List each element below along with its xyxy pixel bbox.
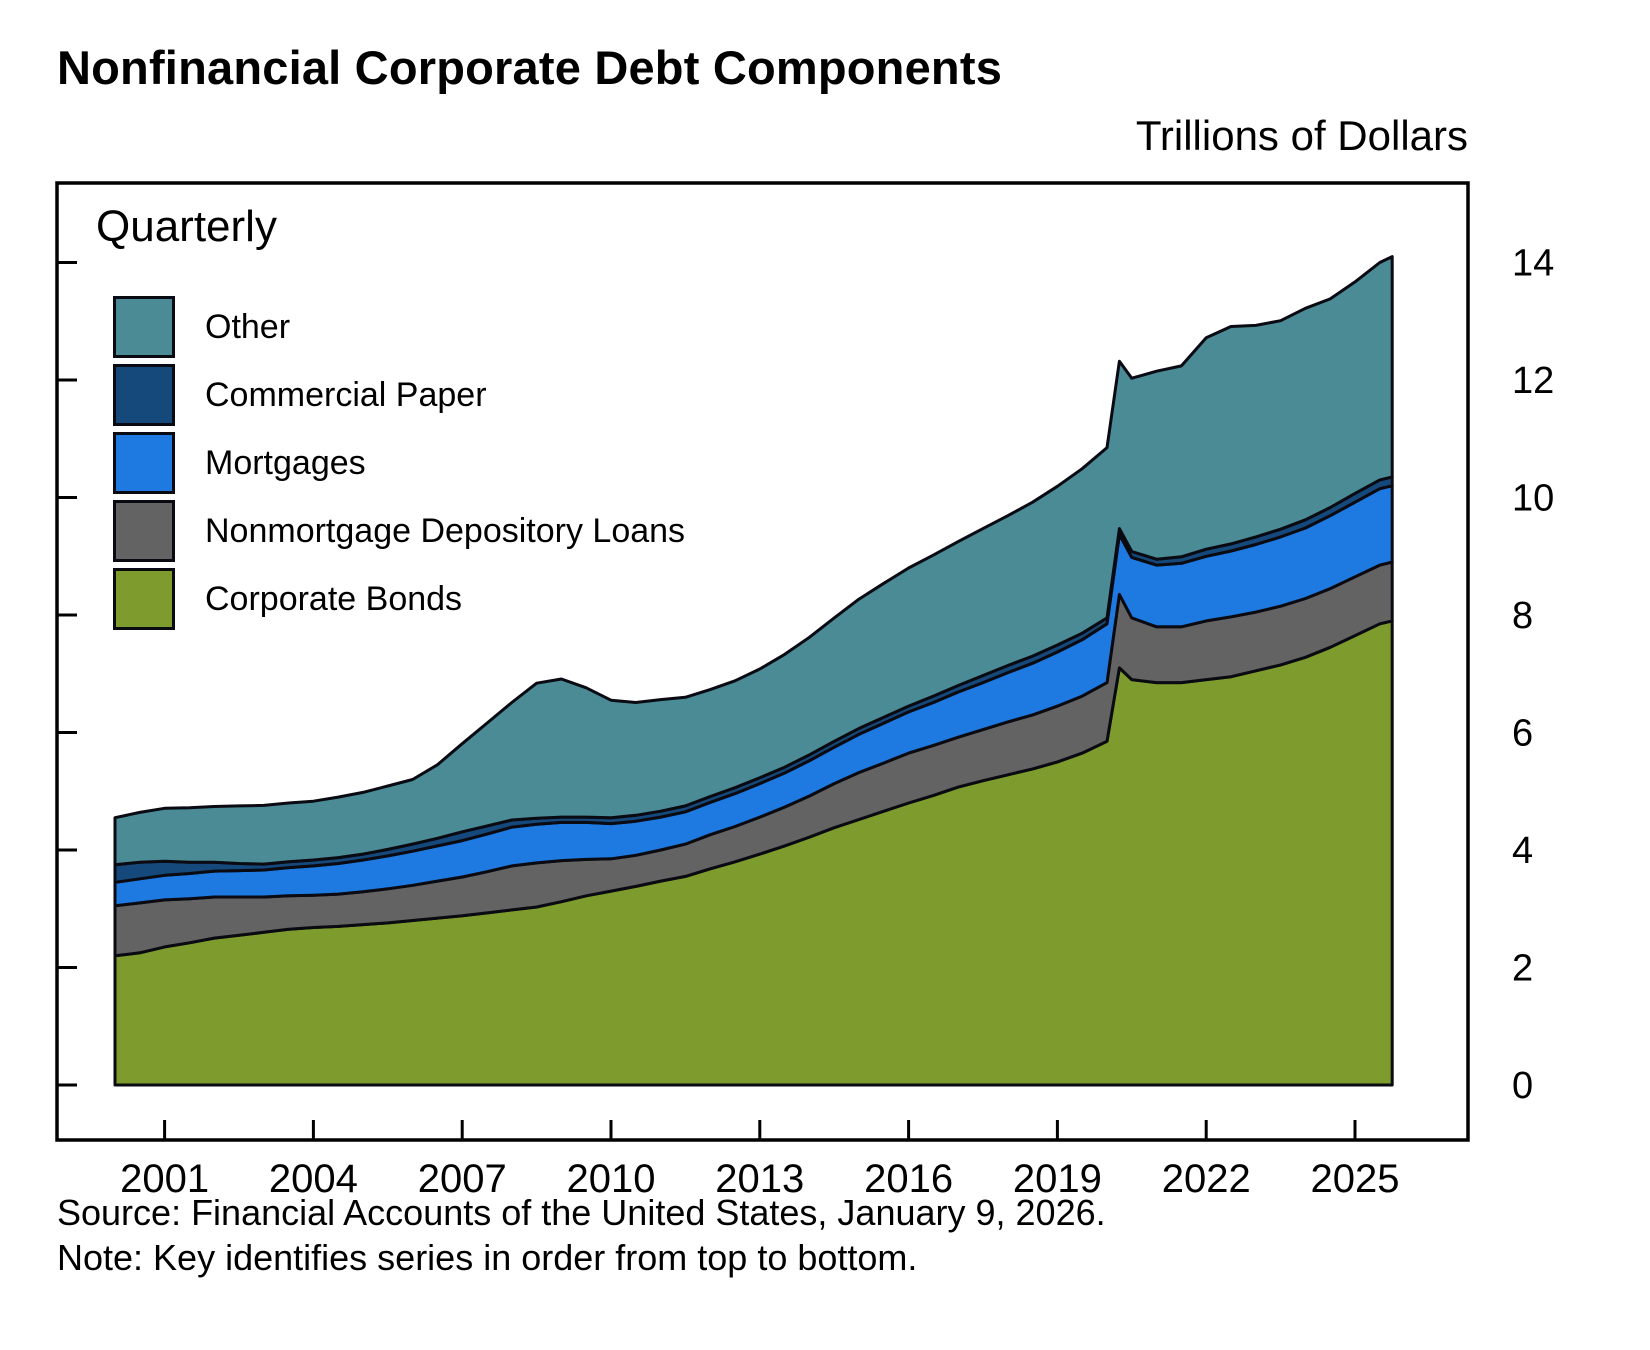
y-tick-label: 4	[1512, 830, 1533, 872]
page-title: Nonfinancial Corporate Debt Components	[57, 41, 1003, 94]
area-other	[113, 255, 1394, 867]
x-tick-label: 2022	[1162, 1157, 1251, 1201]
y-tick-label: 2	[1512, 948, 1533, 990]
y-tick-label: 10	[1512, 478, 1554, 520]
legend-item-mortgages: Mortgages	[113, 432, 685, 494]
legend-swatch-other-icon	[113, 296, 175, 358]
legend-label-other: Other	[205, 307, 291, 346]
legend-swatch-corporate-bonds-icon	[113, 568, 175, 630]
x-tick-label: 2025	[1311, 1157, 1400, 1201]
legend-item-other: Other	[113, 296, 685, 358]
legend-swatch-mortgages-icon	[113, 432, 175, 494]
x-tick-label: 2007	[418, 1157, 507, 1201]
legend-swatch-nonmortgage-depository-loans-icon	[113, 500, 175, 562]
y-tick-label: 8	[1512, 595, 1533, 637]
x-tick-label: 2001	[120, 1157, 209, 1201]
y-tick-label: 6	[1512, 713, 1533, 755]
legend-item-commercial-paper: Commercial Paper	[113, 364, 685, 426]
legend: Other Commercial Paper Mortgages Nonmort…	[113, 296, 685, 636]
frequency-label: Quarterly	[96, 202, 277, 251]
x-tick-label: 2013	[715, 1157, 804, 1201]
y-tick-label: 14	[1512, 243, 1554, 285]
y-tick-label: 12	[1512, 360, 1554, 402]
y-tick-label: 0	[1512, 1065, 1533, 1107]
legend-swatch-commercial-paper-icon	[113, 364, 175, 426]
units-label: Trillions of Dollars	[1135, 112, 1468, 159]
legend-label-nonmortgage-depository-loans: Nonmortgage Depository Loans	[205, 511, 686, 550]
legend-label-mortgages: Mortgages	[205, 443, 366, 482]
x-tick-label: 2004	[269, 1157, 358, 1201]
source-note: Source: Financial Accounts of the United…	[57, 1192, 1106, 1233]
legend-label-corporate-bonds: Corporate Bonds	[205, 579, 463, 618]
x-tick-label: 2010	[567, 1157, 656, 1201]
x-tick-label: 2019	[1013, 1157, 1102, 1201]
legend-item-corporate-bonds: Corporate Bonds	[113, 568, 685, 630]
legend-item-nonmortgage-depository-loans: Nonmortgage Depository Loans	[113, 500, 685, 562]
x-tick-label: 2016	[864, 1157, 953, 1201]
legend-label-commercial-paper: Commercial Paper	[205, 375, 487, 414]
order-note: Note: Key identifies series in order fro…	[57, 1237, 918, 1278]
